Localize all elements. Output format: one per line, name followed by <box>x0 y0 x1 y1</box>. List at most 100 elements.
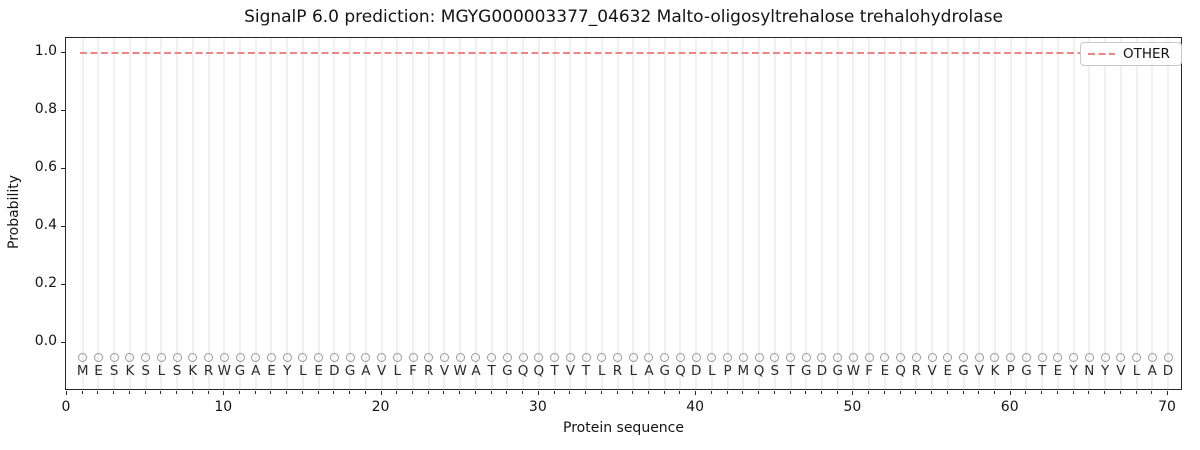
residue-circle-marker <box>1053 353 1063 362</box>
x-gridline <box>474 38 477 389</box>
x-minor-tick <box>317 391 319 394</box>
residue-circle-marker <box>1084 353 1094 362</box>
sequence-letter: T <box>550 362 559 379</box>
residue-circle-marker <box>927 353 937 362</box>
x-gridline <box>113 38 116 389</box>
residue-circle-marker <box>786 353 796 362</box>
sequence-letter: Q <box>675 362 686 379</box>
sequence-letter: A <box>251 362 261 379</box>
x-major-tick <box>852 391 854 395</box>
residue-circle-marker <box>298 353 308 362</box>
x-gridline <box>223 38 226 389</box>
x-gridline <box>1056 38 1059 389</box>
y-tick-label: 0.4 <box>34 217 57 233</box>
residue-circle-marker <box>613 353 622 362</box>
x-minor-tick <box>1072 391 1074 394</box>
sequence-letter: W <box>453 362 467 379</box>
x-minor-tick <box>726 391 728 394</box>
x-minor-tick <box>254 391 256 394</box>
sequence-letter: W <box>217 362 231 379</box>
sequence-letter: D <box>690 362 702 379</box>
x-gridline <box>899 38 902 389</box>
sequence-letter: Q <box>753 362 765 379</box>
sequence-letter: G <box>502 362 513 379</box>
x-gridline <box>1135 38 1138 389</box>
x-gridline <box>789 38 792 389</box>
sequence-letter: E <box>314 362 323 379</box>
residue-circle-marker <box>628 353 638 362</box>
x-minor-tick <box>1041 391 1043 394</box>
x-minor-tick <box>616 391 618 394</box>
residue-circle-marker <box>675 353 685 362</box>
x-minor-tick <box>820 391 822 394</box>
sequence-letter: T <box>487 362 496 379</box>
x-tick-label: 50 <box>843 399 862 415</box>
chart-title: SignalP 6.0 prediction: MGYG000003377_04… <box>244 7 1003 27</box>
x-axis-label: Protein sequence <box>563 420 684 436</box>
x-gridline <box>663 38 666 389</box>
sequence-letter: K <box>990 362 1000 379</box>
x-gridline <box>128 38 131 389</box>
x-gridline <box>317 38 320 389</box>
sequence-letter: T <box>1038 362 1047 379</box>
x-minor-tick <box>128 391 130 394</box>
residue-circle-marker <box>424 353 434 362</box>
residue-circle-marker <box>848 353 858 362</box>
x-gridline <box>1088 38 1091 389</box>
x-minor-tick <box>663 391 665 394</box>
residue-circle-marker <box>1116 353 1126 362</box>
sequence-letter: S <box>141 362 150 379</box>
sequence-letter: S <box>172 362 182 379</box>
sequence-letter: P <box>1006 362 1015 379</box>
x-gridline <box>506 38 509 389</box>
x-gridline <box>1167 38 1169 389</box>
residue-circle-marker <box>707 353 717 362</box>
x-gridline <box>852 38 855 389</box>
sequence-letter: L <box>598 362 606 379</box>
x-minor-tick <box>490 391 492 394</box>
sequence-letter: R <box>911 362 922 379</box>
x-minor-tick <box>191 391 193 394</box>
sequence-letter: G <box>344 362 356 379</box>
x-gridline <box>600 38 603 389</box>
x-gridline <box>647 38 650 389</box>
x-gridline <box>773 38 776 389</box>
sequence-letter: V <box>927 362 937 379</box>
x-gridline <box>270 38 273 389</box>
x-minor-tick <box>301 391 303 394</box>
residue-circle-marker <box>329 353 339 362</box>
residue-circle-marker <box>565 353 575 362</box>
x-minor-tick <box>931 391 933 394</box>
x-tick-label: 40 <box>686 399 705 415</box>
x-gridline <box>993 38 996 389</box>
residue-circle-marker <box>266 353 276 362</box>
x-gridline <box>962 38 965 389</box>
x-minor-tick <box>1056 391 1058 394</box>
x-gridline <box>1009 38 1012 389</box>
residue-circle-marker <box>1037 353 1047 362</box>
residue-circle-marker <box>125 353 135 362</box>
residue-circle-marker <box>597 353 607 362</box>
residue-circle-marker <box>439 353 449 362</box>
sequence-letter: V <box>1116 362 1126 379</box>
x-minor-tick <box>773 391 775 394</box>
other-probability-line <box>79 52 1171 54</box>
x-gridline <box>915 38 918 389</box>
x-gridline <box>742 38 745 389</box>
residue-circle-marker <box>392 353 402 362</box>
x-gridline <box>443 38 446 389</box>
x-gridline <box>301 38 304 389</box>
x-gridline <box>553 38 556 389</box>
x-major-tick <box>537 391 539 395</box>
x-minor-tick <box>710 391 712 394</box>
residue-circle-marker <box>93 353 103 362</box>
residue-circle-marker <box>911 353 921 362</box>
sequence-letter: D <box>329 362 340 379</box>
residue-circle-marker <box>974 353 984 362</box>
sequence-letter: E <box>943 362 953 379</box>
legend-line-sample <box>1088 53 1115 55</box>
x-gridline <box>522 38 525 389</box>
x-minor-tick <box>899 391 901 394</box>
sequence-letter: R <box>424 362 434 379</box>
x-gridline <box>1072 38 1075 389</box>
